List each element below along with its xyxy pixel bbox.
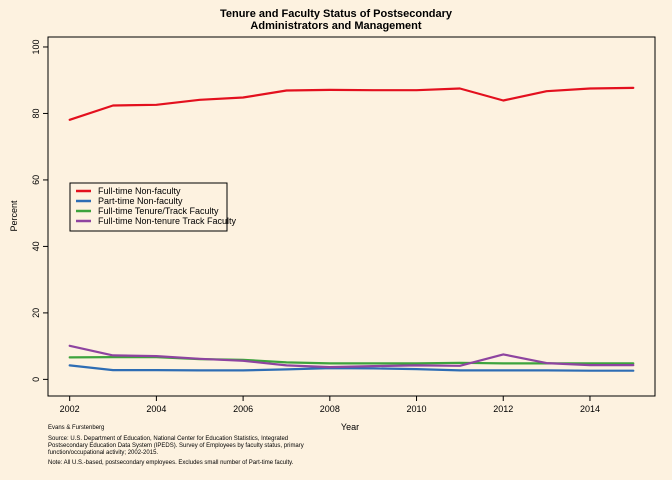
- y-axis-label: Percent: [9, 200, 19, 232]
- footnote: Note: All U.S.-based, postsecondary empl…: [48, 460, 294, 466]
- x-tick-label: 2002: [60, 404, 80, 414]
- x-axis-label: Year: [341, 422, 359, 432]
- x-tick-label: 2010: [407, 404, 427, 414]
- y-tick-label: 20: [31, 308, 41, 318]
- legend-label: Full-time Tenure/Track Faculty: [98, 206, 219, 216]
- y-tick-label: 60: [31, 175, 41, 185]
- source-note-line-2: Postsecondary Education Data System (IPE…: [48, 443, 304, 449]
- y-tick-label: 100: [31, 39, 41, 54]
- series-line-1: [68, 86, 635, 121]
- y-tick-label: 80: [31, 108, 41, 118]
- series-line-4: [68, 344, 635, 369]
- credit-note: Evans & Furstenberg: [48, 425, 104, 431]
- plot-frame: [47, 36, 656, 397]
- plot-area: [68, 86, 635, 372]
- source-note-line-3: function/occupational activity; 2002-201…: [48, 450, 158, 456]
- x-tick-label: 2014: [580, 404, 600, 414]
- y-tick-label: 40: [31, 241, 41, 251]
- legend-label: Full-time Non-tenure Track Faculty: [98, 216, 237, 226]
- source-note-line-1: Source: U.S. Department of Education, Na…: [48, 436, 288, 442]
- chart-title: Tenure and Faculty Status of Postseconda…: [220, 8, 453, 20]
- x-tick-label: 2012: [493, 404, 513, 414]
- y-tick-label: 0: [31, 377, 41, 382]
- axes: 2002 2004 2006 2008 2010 2012 2014 0 20 40 60 80 100: [31, 36, 656, 414]
- x-tick-label: 2004: [146, 404, 166, 414]
- x-tick-label: 2006: [233, 404, 253, 414]
- x-tick-label: 2008: [320, 404, 340, 414]
- legend-label: Part-time Non-faculty: [98, 196, 183, 206]
- chart-subtitle: Administrators and Management: [250, 20, 421, 32]
- series-line-2: [68, 364, 635, 372]
- legend-box: [69, 182, 228, 232]
- legend-label: Full-time Non-faculty: [98, 186, 181, 196]
